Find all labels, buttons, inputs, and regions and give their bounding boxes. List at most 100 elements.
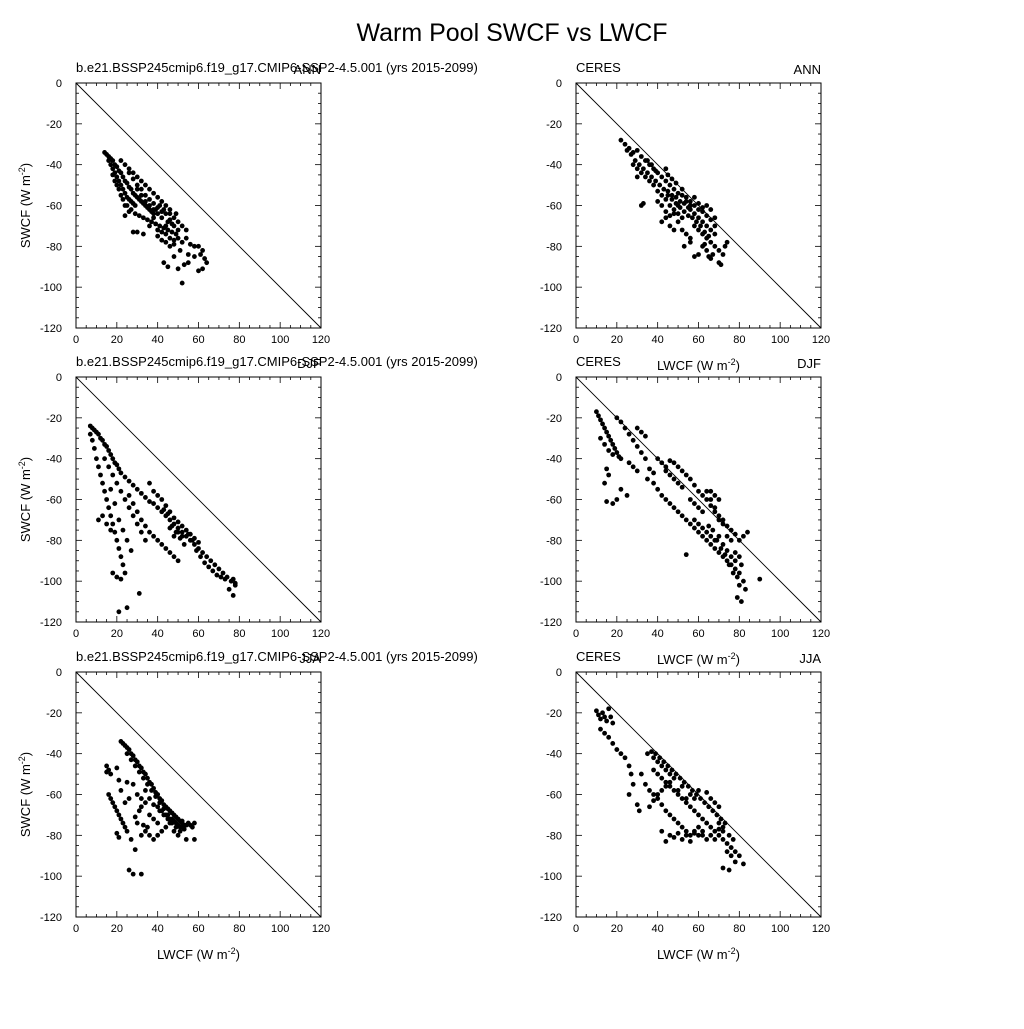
data-point xyxy=(655,771,661,777)
data-point xyxy=(104,497,110,502)
y-tick-label: -20 xyxy=(46,708,62,720)
data-point xyxy=(108,771,114,777)
data-point xyxy=(232,580,238,586)
y-tick-label: -60 xyxy=(546,495,562,507)
data-point xyxy=(708,488,714,494)
data-point xyxy=(653,751,659,757)
data-point xyxy=(704,213,710,219)
data-point xyxy=(718,546,724,551)
data-point xyxy=(700,533,705,539)
x-tick-label: 80 xyxy=(733,334,745,346)
data-point xyxy=(700,509,705,515)
data-point xyxy=(622,755,628,761)
data-point xyxy=(630,781,636,787)
x-tick-label: 100 xyxy=(271,628,289,640)
data-point xyxy=(663,215,669,221)
data-point xyxy=(91,446,97,451)
data-point xyxy=(87,431,93,437)
data-point xyxy=(692,517,697,523)
data-point xyxy=(732,558,738,564)
x-tick-label: 100 xyxy=(271,923,289,935)
y-tick-label: -20 xyxy=(46,119,62,131)
data-point xyxy=(708,207,714,212)
unit-exponent: -2 xyxy=(728,357,736,367)
data-point xyxy=(704,529,710,535)
data-point xyxy=(157,223,163,229)
data-point xyxy=(122,190,128,196)
data-point xyxy=(134,820,140,826)
data-point xyxy=(671,227,677,233)
data-point xyxy=(694,792,699,797)
data-point xyxy=(130,170,136,176)
data-point xyxy=(720,824,726,830)
unit-exponent: -2 xyxy=(728,651,736,661)
data-point xyxy=(655,796,661,801)
data-point xyxy=(634,802,640,808)
y-tick-label: -100 xyxy=(40,282,62,294)
data-point xyxy=(683,472,689,478)
data-point xyxy=(181,262,187,268)
data-point xyxy=(163,503,169,509)
y-tick-label: -80 xyxy=(546,830,562,842)
data-point xyxy=(692,525,697,531)
data-point xyxy=(198,554,203,560)
y-axis-label: SWCF (W m-2) xyxy=(17,163,33,248)
data-point xyxy=(138,832,144,838)
data-point xyxy=(683,800,689,806)
data-point xyxy=(200,248,205,253)
data-point xyxy=(175,227,181,233)
data-point xyxy=(138,178,144,184)
data-point xyxy=(157,800,163,806)
data-point xyxy=(659,775,665,781)
data-point xyxy=(679,215,685,221)
data-point xyxy=(618,456,624,462)
data-point xyxy=(151,190,156,196)
data-point xyxy=(140,822,146,828)
x-tick-label: 20 xyxy=(111,334,123,346)
data-point xyxy=(120,527,126,533)
unit-close-paren: ) xyxy=(18,752,33,756)
data-point xyxy=(122,570,128,576)
data-point xyxy=(704,790,710,795)
data-point xyxy=(126,166,132,172)
data-point xyxy=(173,231,179,237)
data-point xyxy=(134,182,140,188)
data-point xyxy=(126,170,132,176)
data-point xyxy=(171,828,177,834)
data-point xyxy=(692,254,697,259)
x-tick-label: 100 xyxy=(271,334,289,346)
data-point xyxy=(679,468,685,474)
x-axis-label: LWCF (W m-2) xyxy=(657,651,740,667)
data-point xyxy=(606,472,612,478)
data-point xyxy=(628,152,634,157)
data-point xyxy=(114,174,120,180)
data-point xyxy=(163,223,169,229)
data-point xyxy=(189,824,195,830)
data-point xyxy=(143,537,148,543)
y-tick-label: -20 xyxy=(546,708,562,720)
data-point xyxy=(671,816,677,822)
data-point xyxy=(185,531,191,537)
data-point xyxy=(96,431,101,437)
data-point xyxy=(120,820,126,826)
data-point xyxy=(618,751,624,757)
data-point xyxy=(675,203,681,208)
data-point xyxy=(714,537,720,543)
data-point xyxy=(663,464,669,470)
x-tick-label: 40 xyxy=(652,923,664,935)
data-point xyxy=(681,779,687,785)
data-point xyxy=(126,747,132,752)
data-point xyxy=(112,804,118,810)
data-point xyxy=(720,837,726,842)
y-tick-label: -40 xyxy=(46,160,62,172)
data-point xyxy=(647,804,652,810)
data-point xyxy=(630,162,636,168)
data-point xyxy=(687,792,693,797)
data-point xyxy=(102,488,107,494)
data-point xyxy=(155,211,161,217)
data-point xyxy=(643,433,648,439)
data-point xyxy=(134,521,140,527)
data-point xyxy=(667,812,673,818)
data-point xyxy=(687,497,693,502)
